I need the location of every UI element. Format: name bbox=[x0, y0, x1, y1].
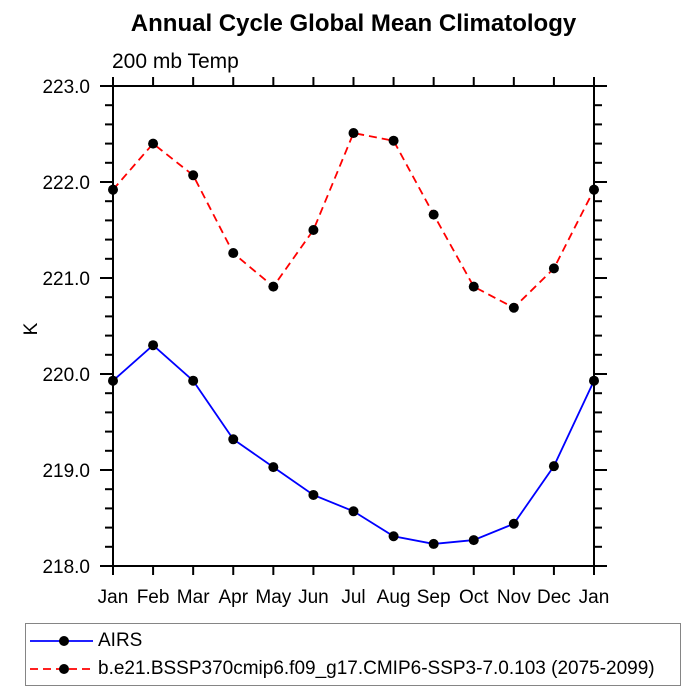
data-point-marker bbox=[508, 518, 519, 529]
data-point-marker bbox=[468, 281, 479, 292]
plot-area: 218.0 219.0 220.0 221.0 222.0 223.0 Jan Feb Mar A… bbox=[42, 77, 610, 608]
data-point-marker bbox=[348, 506, 359, 517]
data-point-marker bbox=[468, 535, 479, 546]
data-point-marker bbox=[148, 340, 159, 351]
data-point-marker bbox=[148, 138, 159, 149]
svg-text:Jun: Jun bbox=[298, 587, 329, 608]
data-point-marker bbox=[308, 489, 319, 500]
svg-text:223.0: 223.0 bbox=[42, 77, 90, 98]
data-point-marker bbox=[548, 461, 559, 472]
svg-text:Jan: Jan bbox=[98, 587, 129, 608]
series-line-1 bbox=[112, 132, 595, 309]
series-markers-1 bbox=[108, 128, 599, 313]
data-point-marker bbox=[268, 281, 279, 292]
svg-text:Mar: Mar bbox=[177, 587, 210, 608]
data-point-marker bbox=[188, 170, 199, 181]
svg-text:Aug: Aug bbox=[377, 587, 411, 608]
svg-text:222.0: 222.0 bbox=[42, 173, 90, 194]
data-point-marker bbox=[228, 248, 239, 259]
data-point-marker bbox=[348, 128, 359, 139]
legend-swatch-solid-line-icon bbox=[30, 635, 93, 646]
x-tick-labels: Jan Feb Mar Apr May Jun Jul Aug Sep Oct Nov Dec Jan bbox=[98, 587, 610, 608]
data-point-marker bbox=[308, 225, 319, 235]
data-point-marker bbox=[428, 538, 439, 549]
svg-text:219.0: 219.0 bbox=[42, 461, 90, 482]
legend-box: AIRS b.e21.BSSP370cmip6.f09_g17.CMIP6-SS… bbox=[25, 623, 681, 686]
legend-item-airs: AIRS bbox=[30, 627, 680, 655]
data-point-marker bbox=[589, 184, 599, 195]
svg-text:Nov: Nov bbox=[497, 587, 531, 608]
data-point-marker bbox=[268, 462, 279, 473]
data-point-marker bbox=[108, 184, 118, 195]
axis-frame bbox=[100, 77, 607, 575]
svg-text:221.0: 221.0 bbox=[42, 269, 90, 290]
svg-text:Oct: Oct bbox=[459, 587, 489, 608]
data-point-marker bbox=[589, 375, 599, 386]
series-markers-0 bbox=[108, 340, 599, 549]
data-point-marker bbox=[228, 434, 239, 445]
svg-text:218.0: 218.0 bbox=[42, 557, 90, 578]
svg-text:Feb: Feb bbox=[137, 587, 170, 608]
svg-text:Apr: Apr bbox=[218, 587, 248, 608]
legend-item-model: b.e21.BSSP370cmip6.f09_g17.CMIP6-SSP3-7.… bbox=[30, 655, 680, 683]
svg-text:May: May bbox=[255, 587, 291, 608]
y-tick-labels: 218.0 219.0 220.0 221.0 222.0 223.0 bbox=[42, 77, 90, 578]
legend-swatch-dashed-line-icon bbox=[30, 663, 93, 674]
data-point-marker bbox=[388, 531, 399, 542]
data-point-marker bbox=[508, 302, 519, 313]
legend-label-airs: AIRS bbox=[98, 629, 143, 651]
svg-text:Jan: Jan bbox=[579, 587, 610, 608]
data-point-marker bbox=[188, 375, 199, 386]
chart-subtitle: 200 mb Temp bbox=[112, 50, 239, 73]
data-point-marker bbox=[428, 209, 439, 220]
svg-text:Sep: Sep bbox=[417, 587, 451, 608]
svg-text:220.0: 220.0 bbox=[42, 365, 90, 386]
data-point-marker bbox=[108, 375, 118, 386]
chart-title: Annual Cycle Global Mean Climatology bbox=[130, 10, 577, 37]
data-point-marker bbox=[548, 263, 559, 274]
legend-label-model: b.e21.BSSP370cmip6.f09_g17.CMIP6-SSP3-7.… bbox=[98, 657, 655, 679]
data-point-marker bbox=[388, 135, 399, 146]
svg-text:Dec: Dec bbox=[537, 587, 571, 608]
svg-text:Jul: Jul bbox=[341, 587, 365, 608]
